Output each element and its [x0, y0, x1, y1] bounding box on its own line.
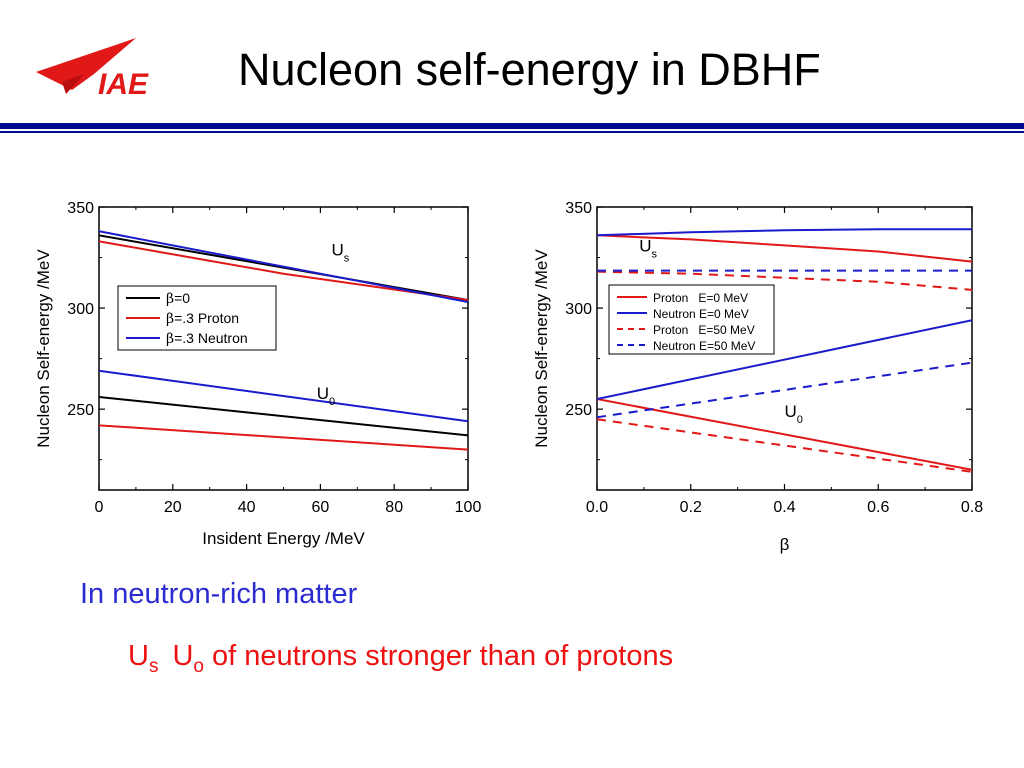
- x-tick-label: 60: [312, 499, 330, 516]
- y-tick-label: 350: [67, 200, 94, 217]
- y-tick-label: 350: [565, 200, 592, 217]
- x-axis-label: β: [780, 535, 790, 554]
- x-tick-label: 0.4: [773, 499, 795, 516]
- y-tick-label: 300: [67, 301, 94, 318]
- annotation-label: U0: [785, 402, 803, 426]
- note-conclusion: Us Uo of neutrons stronger than of proton…: [128, 640, 673, 678]
- legend-entry: β=.3 Proton: [166, 310, 239, 327]
- logo-text: IAE: [98, 68, 149, 101]
- series-line-u0: [597, 418, 972, 473]
- legend-entry: Proton E=50 MeV: [653, 323, 755, 337]
- note-uo: Uo: [172, 640, 204, 677]
- note-us: Us: [128, 640, 159, 677]
- y-tick-label: 250: [67, 402, 94, 419]
- x-tick-label: 20: [164, 499, 182, 516]
- series-line-u0: [99, 369, 468, 423]
- y-tick-label: 300: [565, 301, 592, 318]
- slide-title: Nucleon self-energy in DBHF: [238, 44, 821, 95]
- series-line-us: [597, 228, 972, 237]
- x-tick-label: 0.2: [680, 499, 702, 516]
- legend-entry: β=0: [166, 290, 190, 307]
- x-axis-label: Insident Energy /MeV: [202, 529, 365, 548]
- series-line-us: [99, 230, 468, 303]
- y-tick-label: 250: [565, 402, 592, 419]
- x-tick-label: 0: [95, 499, 104, 516]
- legend-entry: Neutron E=0 MeV: [653, 307, 749, 321]
- legend-entry: β=.3 Neutron: [166, 330, 248, 347]
- series-line-u0: [99, 396, 468, 437]
- iae-logo: IAE: [36, 38, 149, 101]
- series-line-u0: [597, 398, 972, 471]
- annotation-label: Us: [639, 236, 657, 260]
- title-rule-thin: [0, 131, 1024, 133]
- x-tick-label: 80: [385, 499, 403, 516]
- annotation-label: U0: [317, 384, 335, 408]
- series-line-u0: [99, 424, 468, 451]
- note-rest: of neutrons stronger than of protons: [203, 640, 674, 672]
- title-rule: [0, 123, 1024, 129]
- x-tick-label: 0.0: [586, 499, 608, 516]
- y-axis-label: Nucleon Self-energy /MeV: [532, 249, 551, 448]
- y-axis-label: Nucleon Self-energy /MeV: [34, 249, 53, 448]
- annotation-label: Us: [331, 241, 349, 265]
- series-line-u0: [597, 319, 972, 401]
- x-tick-label: 0.8: [961, 499, 983, 516]
- series-line-us: [597, 234, 972, 263]
- x-tick-label: 100: [455, 499, 482, 516]
- legend-entry: Proton E=0 MeV: [653, 291, 748, 305]
- series-line-us: [597, 270, 972, 291]
- legend-entry: Neutron E=50 MeV: [653, 339, 755, 353]
- x-tick-label: 40: [238, 499, 256, 516]
- note-heading: In neutron-rich matter: [80, 578, 358, 610]
- x-tick-label: 0.6: [867, 499, 889, 516]
